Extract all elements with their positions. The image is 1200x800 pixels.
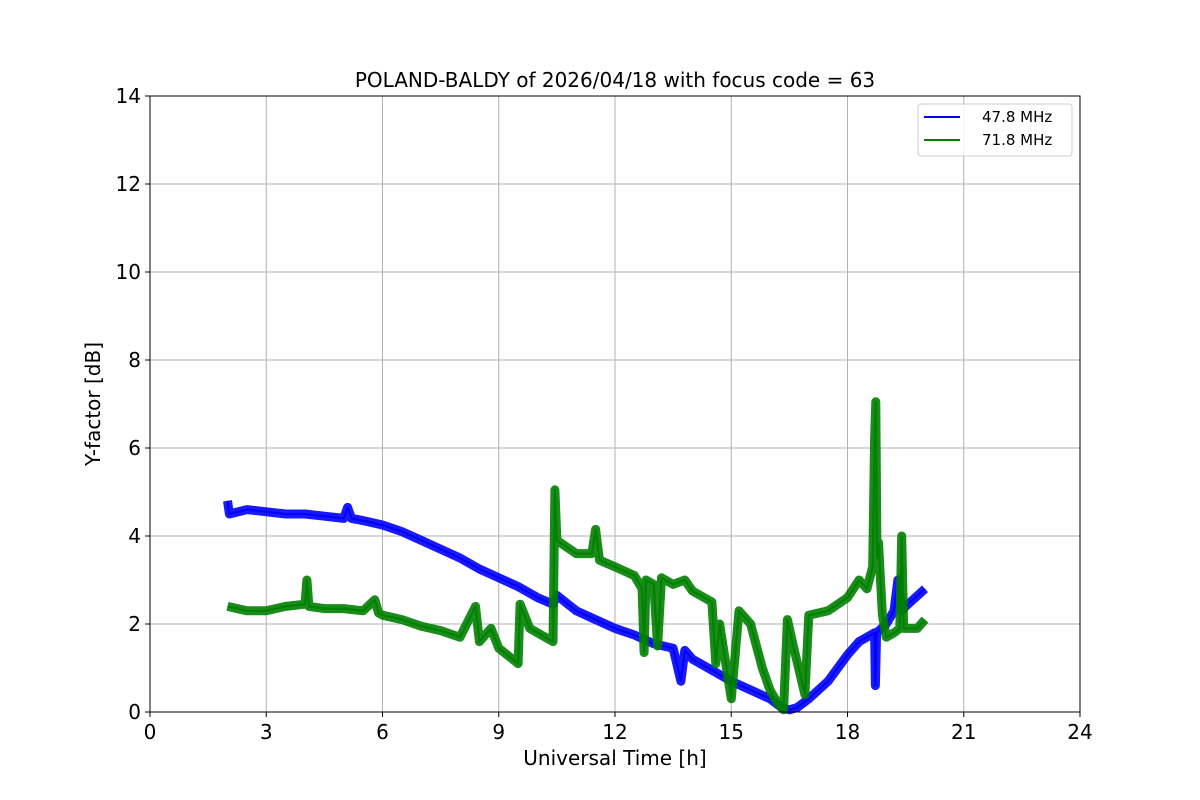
series-line-71-8-mhz [227, 400, 926, 711]
x-tick-label: 9 [492, 720, 505, 744]
x-tick-label: 15 [719, 720, 744, 744]
y-tick-label: 6 [128, 436, 141, 460]
x-tick-label: 21 [951, 720, 976, 744]
series-layer [223, 397, 929, 715]
legend: 47.8 MHz 71.8 MHz [917, 103, 1073, 157]
series-line-47-8-mhz [226, 500, 926, 711]
legend-label-71-8: 71.8 MHz [982, 131, 1052, 149]
x-tick-label: 6 [376, 720, 389, 744]
x-tick-label: 0 [144, 720, 157, 744]
legend-label-47-8: 47.8 MHz [982, 108, 1052, 126]
y-tick-label: 0 [128, 700, 141, 724]
y-tick-label: 10 [116, 260, 141, 284]
y-tick-label: 12 [116, 172, 141, 196]
x-tick-label: 3 [260, 720, 273, 744]
y-tick-label: 8 [128, 348, 141, 372]
y-axis-label: Y-factor [dB] [81, 342, 105, 467]
y-tick-label: 2 [128, 612, 141, 636]
x-tick-label: 24 [1067, 720, 1092, 744]
chart-title: POLAND-BALDY of 2026/04/18 with focus co… [355, 68, 875, 92]
y-tick-label: 4 [128, 524, 141, 548]
x-tick-label: 18 [835, 720, 860, 744]
x-axis-label: Universal Time [h] [523, 746, 706, 770]
x-tick-label: 12 [602, 720, 627, 744]
y-tick-label: 14 [116, 84, 141, 108]
